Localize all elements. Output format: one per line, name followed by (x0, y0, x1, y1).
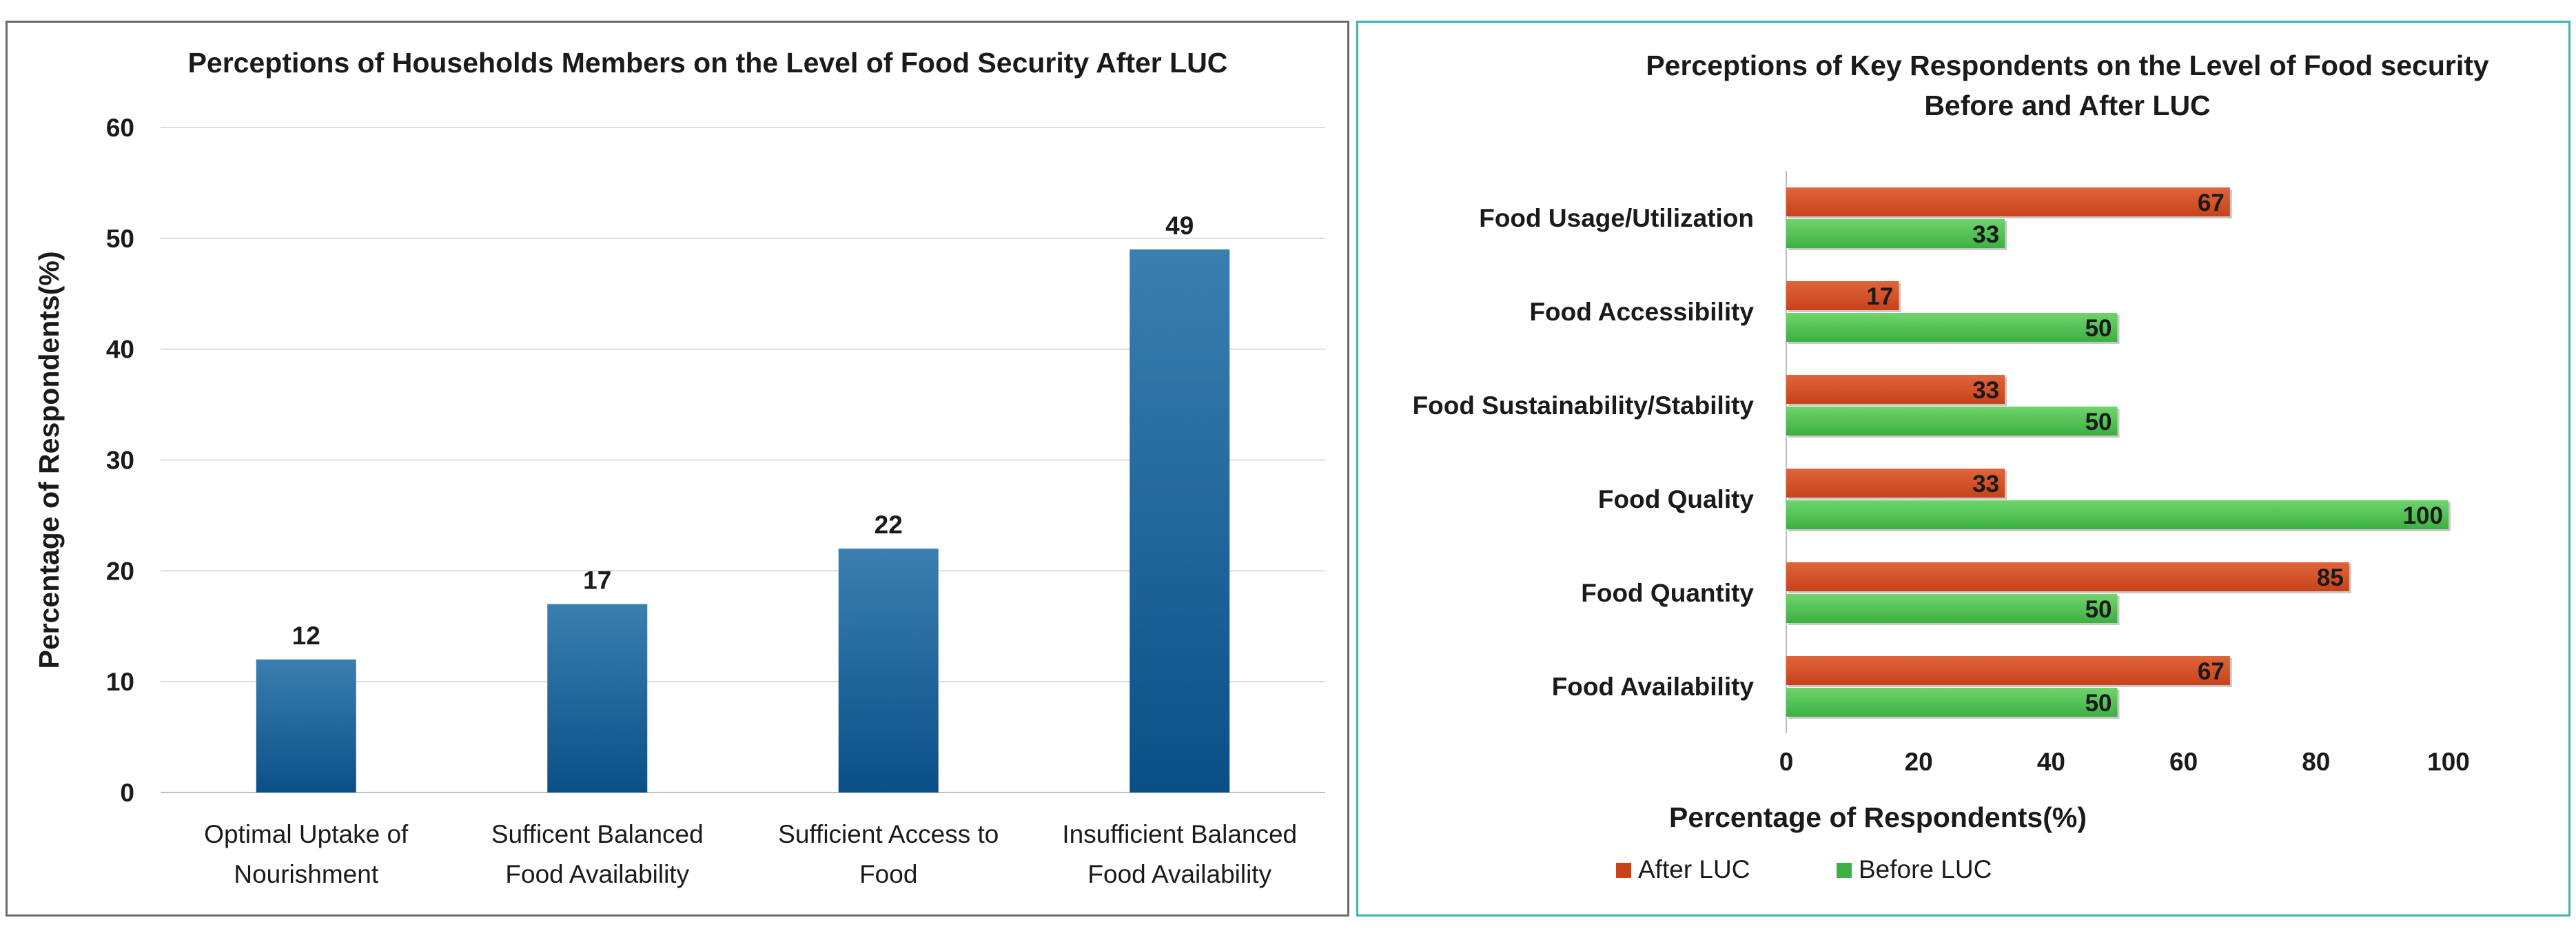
bar-value-label: 50 (2085, 315, 2112, 342)
legend-swatch (1837, 863, 1852, 878)
bar-value-label: 50 (2085, 409, 2112, 436)
bar (1786, 562, 2349, 591)
bar (1786, 656, 2230, 685)
bar-value-label: 12 (292, 622, 320, 650)
x-category-label: Nourishment (234, 860, 378, 888)
bar (1786, 500, 2449, 529)
bar (1786, 594, 2118, 623)
bar-value-label: 33 (1972, 471, 1999, 498)
x-category-label: Sufficient Access to (778, 820, 999, 848)
bar (1786, 313, 2118, 342)
bar (1786, 469, 2005, 498)
category-label: Food Quantity (1581, 579, 1754, 607)
bar (1786, 375, 2005, 404)
y-tick-label: 30 (106, 447, 134, 475)
bar (547, 604, 648, 792)
y-tick-label: 60 (106, 114, 134, 142)
bar (256, 659, 356, 792)
x-category-label: Optimal Uptake of (204, 820, 409, 848)
bar-value-label: 22 (875, 511, 903, 539)
y-tick-label: 0 (120, 779, 134, 807)
y-axis-label: Percentage of Respondents(%) (33, 252, 65, 669)
x-category-label: Food Availability (505, 860, 689, 888)
bar (1786, 187, 2230, 216)
bar-value-label: 50 (2085, 596, 2112, 623)
bar-value-label: 85 (2317, 564, 2344, 591)
bar-value-label: 50 (2085, 690, 2112, 717)
x-category-label: Sufficent Balanced (491, 820, 704, 848)
legend-label: Before LUC (1859, 855, 1992, 883)
bar-value-label: 33 (1972, 377, 1999, 404)
x-category-label: Food Availability (1087, 860, 1271, 888)
key-respondents-horizontal-bar-chart: Perceptions of Key Respondents on the Le… (1413, 50, 2489, 883)
y-tick-label: 10 (106, 668, 134, 696)
x-tick-label: 20 (1905, 748, 1933, 776)
x-tick-label: 60 (2169, 748, 2198, 776)
bar (1786, 407, 2118, 436)
bar (1129, 249, 1230, 793)
bar (1786, 281, 1899, 310)
household-perceptions-chart-panel: Perceptions of Households Members on the… (6, 21, 1349, 917)
bar-value-label: 17 (583, 566, 611, 595)
bar-value-label: 49 (1165, 212, 1194, 240)
legend-label: After LUC (1638, 855, 1750, 883)
category-label: Food Sustainability/Stability (1413, 391, 1755, 420)
bar (1786, 219, 2005, 248)
y-tick-label: 50 (106, 225, 134, 253)
x-category-label: Insufficient Balanced (1062, 820, 1297, 848)
bar-value-label: 100 (2403, 502, 2443, 529)
household-perceptions-bar-chart: Perceptions of Households Members on the… (33, 47, 1325, 888)
x-axis-label: Percentage of Respondents(%) (1669, 801, 2087, 833)
x-tick-label: 40 (2037, 748, 2065, 776)
bar (1786, 688, 2118, 717)
x-tick-label: 0 (1779, 748, 1794, 776)
x-tick-label: 80 (2302, 748, 2330, 776)
category-label: Food Accessibility (1529, 298, 1754, 326)
chart-title: Perceptions of Key Respondents on the Le… (1646, 50, 2489, 81)
x-category-label: Food (859, 860, 917, 888)
key-respondents-chart-panel: Perceptions of Key Respondents on the Le… (1356, 21, 2570, 917)
chart-title: Perceptions of Households Members on the… (188, 47, 1228, 79)
y-tick-label: 40 (106, 336, 134, 364)
x-tick-label: 100 (2427, 748, 2470, 776)
bar-value-label: 67 (2198, 658, 2225, 685)
category-label: Food Availability (1552, 673, 1755, 701)
category-label: Food Usage/Utilization (1479, 204, 1754, 232)
chart-title: Before and After LUC (1924, 90, 2210, 121)
bar-value-label: 33 (1972, 221, 1999, 248)
y-tick-label: 20 (106, 557, 134, 585)
bar-value-label: 17 (1866, 283, 1893, 310)
bar-value-label: 67 (2198, 190, 2225, 216)
bar (838, 549, 939, 792)
legend-swatch (1616, 863, 1631, 878)
category-label: Food Quality (1598, 485, 1755, 513)
